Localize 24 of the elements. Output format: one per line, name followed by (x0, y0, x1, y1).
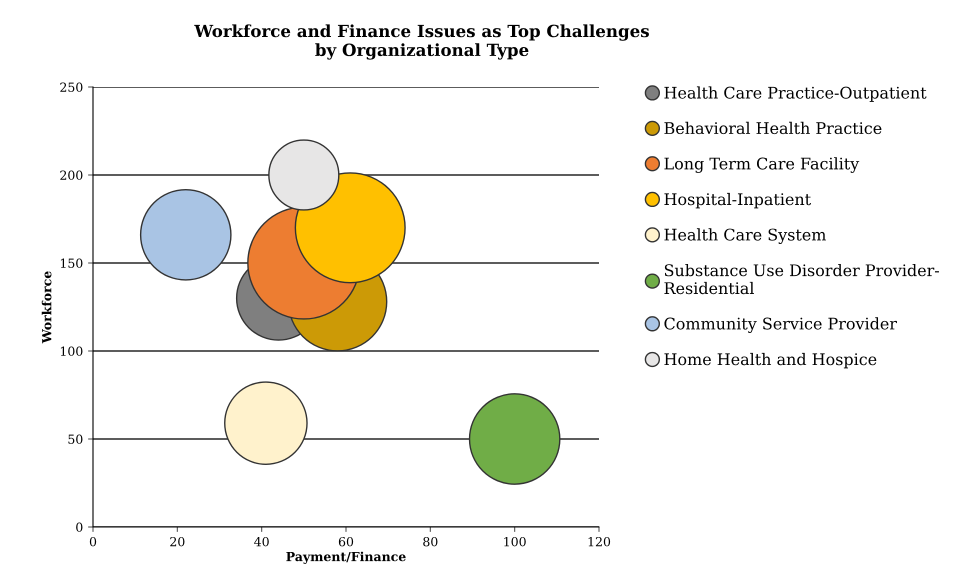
x-tick-label: 120 (588, 536, 610, 546)
y-tick-label: 0 (76, 522, 82, 532)
y-tick-label: 250 (60, 82, 82, 92)
x-tick-label: 100 (504, 536, 526, 546)
x-tick-label: 40 (254, 536, 269, 546)
legend-label: Home Health and Hospice (664, 352, 876, 368)
legend-label: Behavioral Health Practice (664, 122, 882, 134)
legend-label: Long Term Care Facility (664, 157, 860, 173)
legend-label: Hospital-Inpatient (664, 192, 811, 208)
y-tick-label: 150 (60, 258, 82, 268)
chart-title: Workforce and Finance Issues as Top Challenges by Organizational Type (194, 24, 649, 60)
y-tick-label: 200 (60, 170, 82, 180)
y-tick-label: 100 (60, 346, 82, 356)
x-tick-label: 60 (338, 536, 354, 546)
x-tick-label: 20 (170, 536, 184, 546)
legend-label: Community Service Provider (664, 317, 897, 333)
y-axis-title: Workforce (42, 271, 52, 344)
legend-label: Health Care Practice-Outpatient (664, 86, 927, 102)
x-axis-title: Payment/Finance (286, 552, 406, 564)
legend-label: Substance Use Disorder Provider- Residential (664, 264, 939, 294)
x-tick-label: 80 (423, 536, 438, 546)
legend-label: Health Care System (664, 228, 826, 244)
y-tick-label: 50 (68, 434, 82, 444)
x-tick-label: 0 (90, 536, 96, 546)
